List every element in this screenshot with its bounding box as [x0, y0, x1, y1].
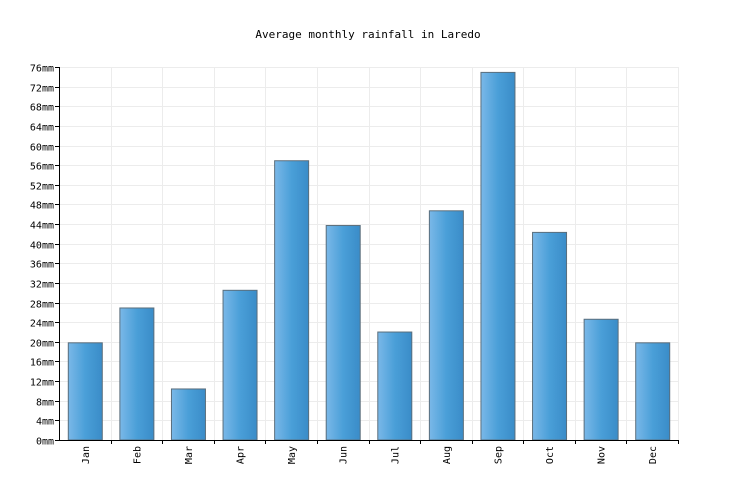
y-tick-label: 28mm	[30, 300, 54, 311]
x-tick-label: May	[287, 446, 298, 464]
x-tick-label: Jun	[339, 446, 350, 464]
x-axis-ticks: Jan Feb Mar Apr May Jun Jul Aug Sep Oct Nov Dec	[81, 440, 679, 464]
y-tick-label: 52mm	[30, 182, 54, 193]
x-tick-label: Dec	[648, 446, 659, 464]
grid-lines	[59, 67, 679, 440]
bar-nov	[583, 318, 619, 441]
y-axis-ticks: 0mm 4mm 8mm 12mm 16mm 20mm 24mm 28mm 32mm 36mm 40m…	[30, 64, 60, 448]
x-tick-label: Apr	[236, 446, 247, 464]
y-tick-label: 48mm	[30, 201, 54, 212]
y-tick-label: 0mm	[36, 437, 54, 448]
y-tick-label: 36mm	[30, 260, 54, 271]
x-tick-label: Oct	[545, 446, 556, 464]
y-tick-label: 76mm	[30, 64, 54, 75]
bar-jul	[377, 331, 413, 441]
x-tick-label: Nov	[597, 446, 608, 464]
y-tick-label: 60mm	[30, 143, 54, 154]
y-tick-label: 72mm	[30, 84, 54, 95]
x-tick-label: Feb	[132, 446, 143, 464]
y-tick-label: 16mm	[30, 358, 54, 369]
x-tick-label: Jan	[81, 446, 92, 464]
y-tick-label: 4mm	[36, 417, 54, 428]
x-tick-label: Mar	[184, 446, 195, 464]
bar-oct	[532, 231, 568, 441]
bar-apr	[222, 289, 258, 441]
y-tick-label: 20mm	[30, 339, 54, 350]
bars	[67, 71, 671, 441]
bar-aug	[428, 210, 464, 441]
bar-may	[274, 160, 310, 441]
bar-sep	[480, 71, 516, 441]
y-tick-label: 56mm	[30, 162, 54, 173]
x-tick-label: Jul	[390, 446, 401, 464]
bar-jun	[325, 225, 361, 441]
y-tick-label: 64mm	[30, 123, 54, 134]
y-tick-label: 32mm	[30, 280, 54, 291]
bar-dec	[635, 342, 671, 441]
y-tick-label: 68mm	[30, 103, 54, 114]
bar-mar	[170, 388, 206, 441]
y-tick-label: 24mm	[30, 319, 54, 330]
y-tick-label: 40mm	[30, 241, 54, 252]
bar-jan	[67, 342, 103, 441]
chart-title: Average monthly rainfall in Laredo	[255, 28, 480, 41]
bar-feb	[119, 307, 155, 441]
x-tick-label: Aug	[442, 446, 453, 464]
y-tick-label: 12mm	[30, 378, 54, 389]
y-tick-label: 44mm	[30, 221, 54, 232]
y-tick-label: 8mm	[36, 398, 54, 409]
x-tick-label: Sep	[493, 446, 504, 464]
